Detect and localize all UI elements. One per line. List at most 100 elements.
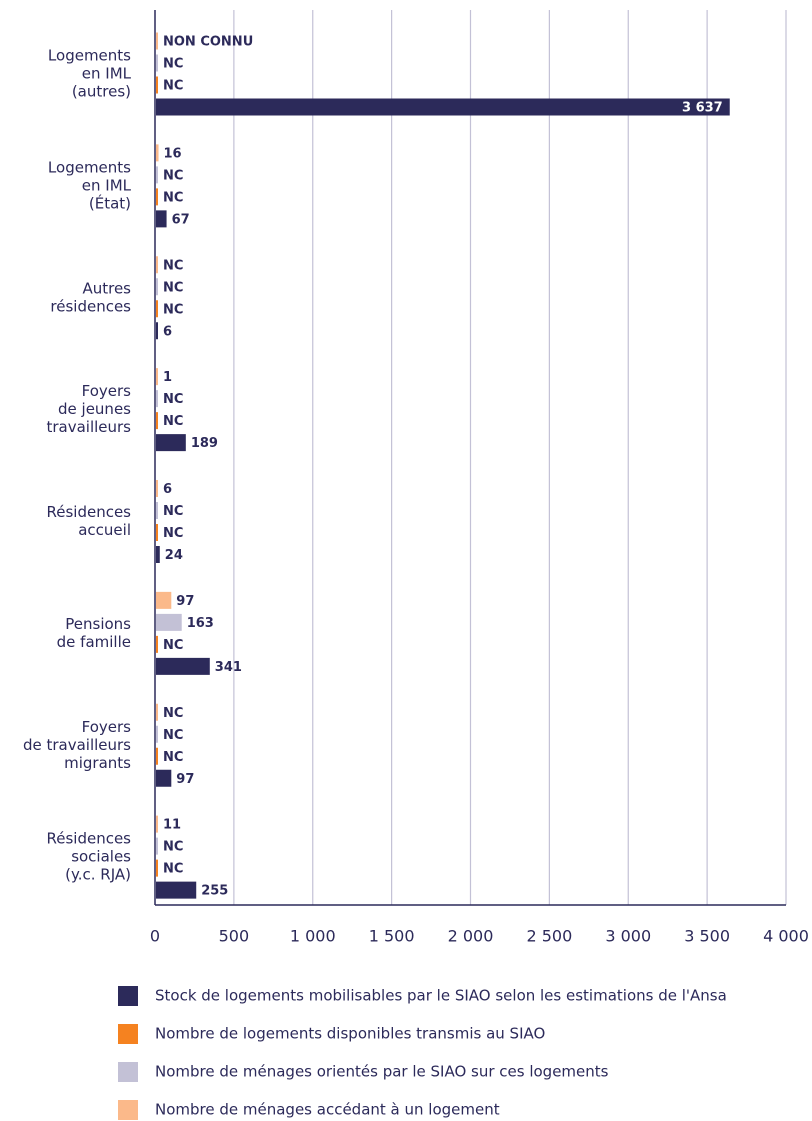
bar <box>156 166 158 184</box>
category-label: Résidences <box>46 830 131 848</box>
value-label: NC <box>163 168 183 183</box>
x-tick-label: 2 000 <box>448 927 494 946</box>
value-label: NC <box>163 840 183 855</box>
bar <box>156 54 158 72</box>
category-label: (autres) <box>72 83 131 101</box>
value-label: 97 <box>176 594 194 609</box>
value-label: NC <box>163 526 183 541</box>
value-label: 97 <box>176 772 194 787</box>
bar <box>156 412 158 430</box>
legend-label: Nombre de ménages accédant à un logement <box>155 1101 500 1119</box>
legend-swatch <box>118 1024 138 1044</box>
category-label: en IML <box>82 65 132 83</box>
value-label: NC <box>163 504 183 519</box>
category-label: Pensions <box>65 615 131 633</box>
bar <box>156 725 158 743</box>
value-label: 163 <box>187 616 214 631</box>
bar <box>156 434 186 452</box>
category-label: Logements <box>48 158 131 176</box>
bar <box>156 322 158 340</box>
category-label: (État) <box>89 193 131 212</box>
category-label: sociales <box>71 848 131 866</box>
bar <box>156 480 158 497</box>
value-label: 6 <box>163 324 172 339</box>
value-label: NC <box>163 414 183 429</box>
bar <box>156 815 158 833</box>
category-label: Foyers <box>82 718 132 736</box>
legend-swatch <box>118 1100 138 1120</box>
legend-swatch <box>118 986 138 1006</box>
category-label: (y.c. RJA) <box>65 866 131 884</box>
category-label: Logements <box>48 47 131 65</box>
bar <box>156 188 158 206</box>
value-label: NC <box>163 57 183 72</box>
value-label: 67 <box>172 212 190 227</box>
value-label: NC <box>163 79 183 94</box>
category-label: résidences <box>50 297 131 315</box>
value-label: NC <box>163 302 183 317</box>
bar <box>156 32 158 50</box>
bar <box>156 703 158 721</box>
value-label: 6 <box>163 482 172 497</box>
x-tick-label: 3 500 <box>684 927 730 946</box>
category-label: travailleurs <box>46 418 131 436</box>
bar <box>156 859 158 877</box>
x-tick-label: 1 500 <box>369 927 415 946</box>
category-label: Foyers <box>82 382 132 400</box>
bar <box>156 210 167 228</box>
value-label: NC <box>163 392 183 407</box>
value-label: NC <box>163 638 183 653</box>
bar <box>156 144 159 162</box>
value-label: 341 <box>215 660 242 675</box>
value-label: NC <box>163 706 183 721</box>
category-label: de famille <box>57 633 131 651</box>
bar <box>156 368 158 386</box>
value-label: 11 <box>163 818 181 833</box>
value-label: NC <box>163 862 183 877</box>
x-tick-label: 500 <box>219 927 250 946</box>
bar <box>156 256 158 274</box>
category-label: en IML <box>82 176 132 194</box>
bar <box>156 657 210 675</box>
category-label: Autres <box>82 279 131 297</box>
value-label: NC <box>163 750 183 765</box>
value-label: NON CONNU <box>163 35 253 50</box>
bar <box>156 98 730 116</box>
value-label: 16 <box>164 146 182 161</box>
bar <box>156 390 158 408</box>
value-label: 1 <box>163 370 172 385</box>
value-label: NC <box>163 190 183 205</box>
value-label: 189 <box>191 436 218 451</box>
value-label: NC <box>163 280 183 295</box>
value-label: NC <box>163 728 183 743</box>
category-label: Résidences <box>46 503 131 521</box>
x-tick-label: 1 000 <box>290 927 336 946</box>
bar <box>156 881 197 899</box>
bar <box>156 769 172 787</box>
category-label: accueil <box>78 521 131 539</box>
category-label: de jeunes <box>58 400 131 418</box>
legend-label: Nombre de ménages orientés par le SIAO s… <box>155 1063 609 1081</box>
category-label: migrants <box>64 754 131 772</box>
x-tick-label: 4 000 <box>763 927 809 946</box>
x-tick-label: 2 500 <box>526 927 572 946</box>
value-label: NC <box>163 258 183 273</box>
value-label: 255 <box>201 884 228 899</box>
bar <box>156 300 158 318</box>
legend-swatch <box>118 1062 138 1082</box>
bar <box>156 76 158 94</box>
legend-label: Stock de logements mobilisables par le S… <box>155 987 727 1005</box>
bar <box>156 837 158 855</box>
bar <box>156 613 182 631</box>
value-label: 3 637 <box>682 101 723 116</box>
bar <box>156 546 160 563</box>
bar <box>156 524 158 541</box>
x-tick-label: 0 <box>150 927 160 946</box>
bar <box>156 635 158 653</box>
value-label: 24 <box>165 548 183 563</box>
bar <box>156 747 158 765</box>
x-tick-label: 3 000 <box>605 927 651 946</box>
legend-label: Nombre de logements disponibles transmis… <box>155 1025 545 1043</box>
bar <box>156 502 158 519</box>
